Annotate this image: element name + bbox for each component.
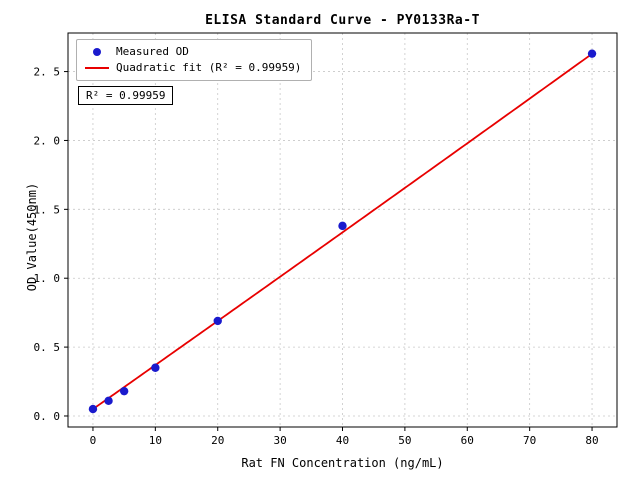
data-point (213, 316, 222, 326)
fit-line-marker-icon (85, 67, 109, 69)
legend-item-measured-od: Measured OD (85, 44, 301, 60)
y-tick-label: 2. 0 (34, 134, 61, 147)
legend-label-fit: Quadratic fit (R² = 0.99959) (116, 61, 302, 74)
x-tick-label: 20 (211, 434, 224, 447)
x-tick-label: 40 (336, 434, 349, 447)
x-tick-label: 70 (523, 434, 536, 447)
y-tick-label: 1. 0 (34, 272, 61, 285)
x-tick-label: 60 (461, 434, 474, 447)
x-tick-label: 30 (273, 434, 286, 447)
y-axis-label: OD Value(450nm) (25, 182, 39, 292)
data-point (104, 396, 113, 406)
legend-item-quadratic-fit: Quadratic fit (R² = 0.99959) (85, 60, 301, 76)
r-squared-annotation: R² = 0.99959 (78, 86, 174, 105)
x-tick-label: 50 (398, 434, 411, 447)
x-axis-label: Rat FN Concentration (ng/mL) (241, 456, 444, 470)
data-point (587, 49, 597, 58)
chart-title: ELISA Standard Curve - PY0133Ra-T (205, 13, 480, 28)
y-tick-label: 0. 5 (34, 341, 61, 354)
measured-od-marker-icon (93, 48, 101, 56)
y-tick-label: 0. 0 (34, 410, 61, 423)
x-tick-label: 10 (149, 434, 162, 447)
y-tick-label: 1. 5 (34, 203, 61, 216)
y-tick-label: 2. 5 (34, 66, 61, 79)
quadratic-fit-line (92, 53, 593, 410)
data-point (338, 221, 347, 231)
legend: Measured OD Quadratic fit (R² = 0.99959) (76, 39, 313, 81)
data-point (151, 363, 160, 372)
legend-label-measured: Measured OD (116, 45, 189, 58)
data-point (119, 386, 129, 396)
data-point (88, 404, 98, 414)
x-tick-label: 80 (585, 434, 598, 447)
x-tick-label: 0 (90, 434, 97, 447)
